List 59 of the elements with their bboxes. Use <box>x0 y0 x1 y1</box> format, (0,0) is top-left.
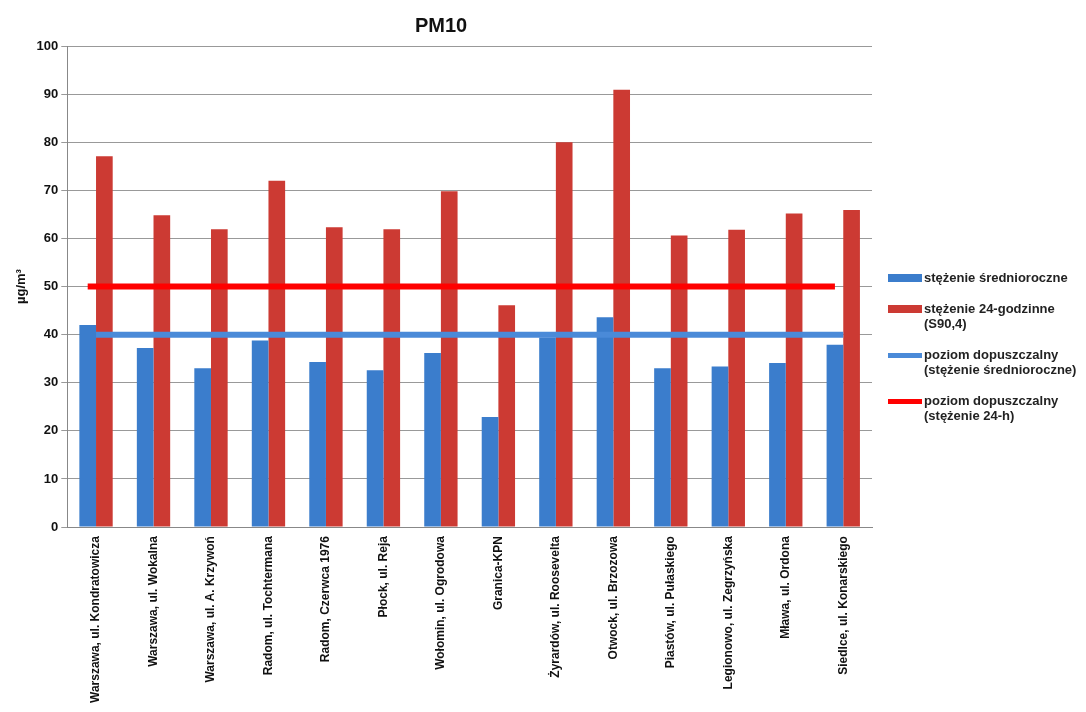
bar <box>481 416 499 527</box>
y-tick-label: 60 <box>43 230 59 246</box>
bar <box>136 348 154 527</box>
legend-label: stężenie 24-godzinne (S90,4) <box>924 301 1056 331</box>
y-tick-label: 50 <box>43 278 59 294</box>
bar <box>596 317 614 527</box>
bar <box>728 229 745 527</box>
y-tick-label: 80 <box>43 133 59 149</box>
bar <box>670 235 688 527</box>
legend-label: poziom dopuszczalny (stężenie 24-h) <box>924 393 1060 423</box>
x-tick-label: Warszawa, ul. Kondratowicza <box>88 535 103 703</box>
y-tick-label: 0 <box>51 518 59 534</box>
bar <box>498 305 516 527</box>
bar <box>153 215 171 527</box>
x-tick-label: Legionowo, ul. Zegrzyńska <box>720 535 735 690</box>
x-tick-label: Mława, ul. Ordona <box>778 535 793 639</box>
bar <box>711 366 729 527</box>
bar <box>383 229 401 527</box>
x-tick-label: Siedlce, ul. Konarskiego <box>835 536 850 675</box>
y-tick-label: 100 <box>36 37 59 53</box>
bar <box>843 210 860 527</box>
bar <box>366 370 384 527</box>
x-tick-label: Wołomin, ul. Ogrodowa <box>433 535 448 670</box>
bar <box>194 368 211 527</box>
legend-label: poziom dopuszczalny (stężenie średnioroczne) <box>924 347 1078 377</box>
x-tick-label: Otwock, ul. Brzozowa <box>605 535 620 660</box>
y-tick-label: 90 <box>43 85 59 101</box>
bar <box>309 362 326 527</box>
bar <box>79 325 97 527</box>
bar <box>826 344 844 527</box>
x-tick-label: Radom, Czerwca 1976 <box>318 535 333 663</box>
bar <box>613 89 631 527</box>
x-tick-label: Granica-KPN <box>490 536 505 611</box>
chart-title: PM10 <box>414 13 468 36</box>
bar <box>440 191 458 527</box>
y-tick-label: 10 <box>43 470 59 486</box>
bar <box>210 229 228 527</box>
bar <box>785 213 803 527</box>
y-tick-label: 20 <box>43 422 59 438</box>
bar <box>251 340 269 527</box>
y-tick-label: 70 <box>43 181 59 197</box>
x-tick-label: Piastów, ul. Pułaskiego <box>663 536 678 669</box>
x-tick-label: Żyrardów, ul. Roosevelta <box>547 535 563 678</box>
x-tick-label: Warszawa, ul. Wokalna <box>145 535 160 667</box>
y-axis-title: µg/m³ <box>13 268 29 305</box>
bar <box>325 227 343 527</box>
bar <box>96 156 113 527</box>
y-tick-label: 40 <box>43 326 59 342</box>
bar <box>539 337 556 527</box>
x-tick-label: Płock, ul. Reja <box>375 535 390 618</box>
x-tick-label: Warszawa, ul. A. Krzywoń <box>203 536 218 683</box>
y-tick-label: 30 <box>43 374 59 390</box>
bar <box>654 368 671 527</box>
bar <box>268 180 286 527</box>
legend-label: stężenie średnioroczne <box>924 270 1068 285</box>
bar <box>769 363 786 527</box>
bar <box>424 352 441 527</box>
bar <box>555 142 573 527</box>
x-tick-label: Radom, ul. Tochtermana <box>260 535 275 676</box>
